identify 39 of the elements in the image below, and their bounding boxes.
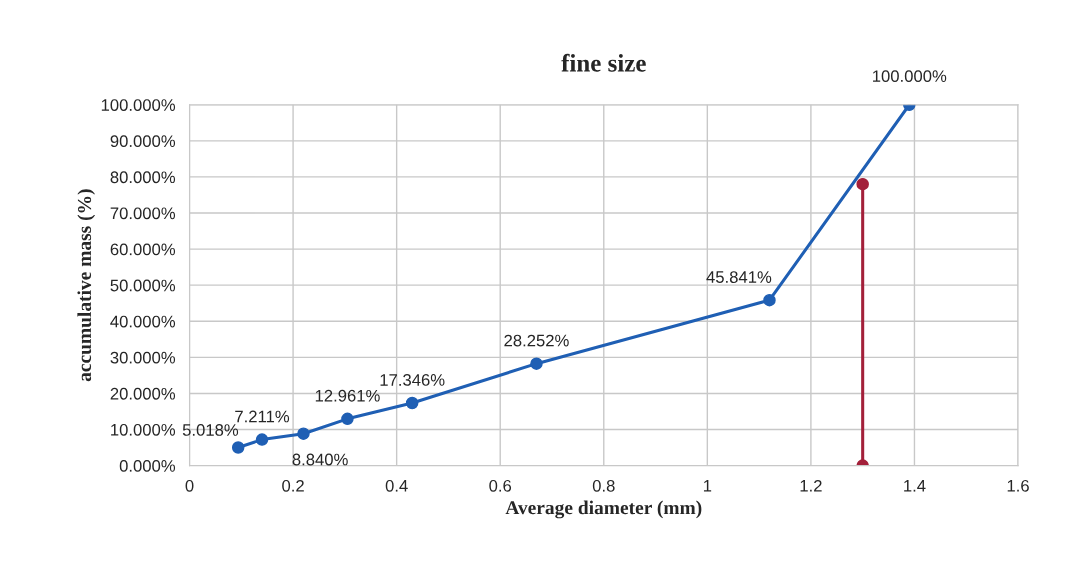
y-tick-label: 20.000% <box>110 387 176 400</box>
y-axis-title: accumulative mass (%) <box>77 189 96 382</box>
chart-title: fine size <box>561 53 646 72</box>
y-tick-label: 10.000% <box>111 423 176 436</box>
x-tick-label: 1 <box>703 480 712 492</box>
y-tick-label: 60.000% <box>110 243 176 256</box>
x-tick-label: 1.4 <box>904 480 926 492</box>
data-label: 45.841% <box>706 271 772 283</box>
y-tick-label: 100.000% <box>101 99 176 111</box>
x-tick-label: 0 <box>185 479 194 492</box>
data-label: 5.018% <box>182 424 239 436</box>
point <box>763 293 776 307</box>
data-label: 100.000% <box>873 70 947 83</box>
point <box>255 433 269 446</box>
point <box>231 441 245 454</box>
x-tick-label: 0.8 <box>592 479 615 492</box>
x-tick-label: 0.2 <box>282 479 304 492</box>
y-tick-label: 80.000% <box>110 171 176 184</box>
data-label: 7.211% <box>235 410 290 423</box>
y-tick-label: 90.000% <box>110 135 176 148</box>
point <box>530 357 543 370</box>
point <box>405 396 419 410</box>
y-tick-label: 40.000% <box>110 315 176 328</box>
data-label: 28.252% <box>504 334 569 347</box>
y-tick-label: 30.000% <box>110 351 176 364</box>
point <box>341 412 354 426</box>
point <box>856 177 869 191</box>
y-tick-label: 70.000% <box>110 207 176 220</box>
data-label: 12.961% <box>315 389 380 402</box>
x-tick-label: 1.6 <box>1007 479 1029 492</box>
data-label: 17.346% <box>380 374 445 386</box>
y-tick-label: 0.000% <box>119 460 176 472</box>
x-axis-title: Average diameter (mm) <box>505 500 702 519</box>
x-tick-label: 0.4 <box>385 479 408 492</box>
x-tick-label: 0.6 <box>489 479 512 492</box>
data-label: 8.840% <box>292 453 348 466</box>
y-tick-label: 50.000% <box>110 279 176 292</box>
x-tick-label: 1.2 <box>800 479 822 492</box>
point <box>297 427 310 440</box>
